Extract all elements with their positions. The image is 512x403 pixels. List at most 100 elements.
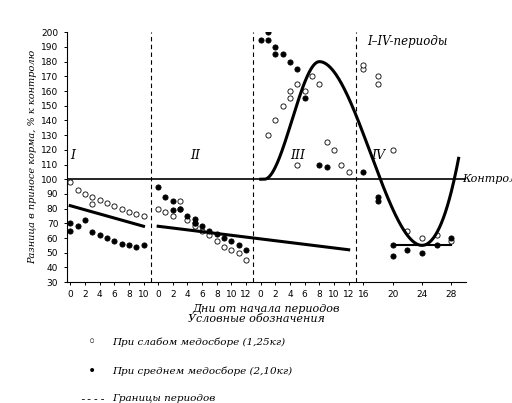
Text: IV: IV — [371, 149, 385, 162]
Point — [169, 213, 177, 219]
Point — [403, 247, 412, 253]
Point — [330, 147, 338, 153]
Point — [447, 235, 455, 241]
Point — [257, 36, 265, 43]
Point — [286, 88, 294, 94]
Point — [154, 206, 162, 212]
Point — [205, 232, 214, 238]
Point — [403, 227, 412, 234]
Point — [227, 238, 236, 244]
Point — [374, 73, 382, 79]
Point — [242, 257, 250, 263]
Point — [286, 58, 294, 65]
Point — [212, 238, 221, 244]
Point — [117, 206, 125, 212]
Point — [176, 206, 184, 212]
Point — [359, 168, 368, 175]
Point — [264, 132, 272, 138]
Point — [389, 242, 397, 249]
Point — [176, 206, 184, 212]
Point — [220, 243, 228, 250]
Point — [337, 161, 346, 168]
Point — [301, 95, 309, 102]
Point — [190, 216, 199, 222]
Point — [81, 217, 89, 224]
Point — [359, 61, 368, 68]
Point — [66, 220, 74, 226]
Text: •: • — [88, 364, 96, 378]
Point — [271, 117, 280, 124]
Text: III: III — [290, 149, 305, 162]
Point — [88, 201, 96, 208]
Point — [220, 235, 228, 241]
Point — [169, 207, 177, 213]
Text: ◦: ◦ — [88, 336, 96, 349]
Point — [73, 223, 81, 229]
Text: При слабом медосборе (1,25кг): При слабом медосборе (1,25кг) — [113, 338, 286, 347]
Point — [359, 66, 368, 72]
Y-axis label: Разница в приносе корма, % к контролю: Разница в приносе корма, % к контролю — [28, 50, 37, 264]
Point — [161, 208, 169, 215]
Point — [308, 73, 316, 79]
Point — [176, 198, 184, 204]
Text: I: I — [70, 149, 75, 162]
Point — [286, 95, 294, 102]
Text: При среднем медосборе (2,10кг): При среднем медосборе (2,10кг) — [113, 366, 293, 376]
Point — [264, 29, 272, 35]
Point — [190, 223, 199, 229]
Point — [125, 208, 133, 215]
Point — [139, 213, 147, 219]
Point — [279, 51, 287, 58]
Point — [183, 217, 191, 224]
Text: Границы периодов: Границы периодов — [113, 395, 216, 403]
Point — [293, 66, 302, 72]
Point — [132, 243, 140, 250]
Point — [279, 102, 287, 109]
Point — [132, 211, 140, 218]
Point — [389, 252, 397, 259]
Point — [447, 238, 455, 244]
Point — [66, 227, 74, 234]
Point — [66, 179, 74, 185]
Point — [374, 198, 382, 204]
Text: I–IV-периоды: I–IV-периоды — [367, 35, 447, 48]
Point — [234, 242, 243, 249]
Text: ----: ---- — [79, 394, 105, 403]
Point — [315, 81, 324, 87]
Point — [95, 197, 103, 203]
Point — [271, 51, 280, 58]
Point — [433, 232, 441, 238]
Point — [242, 247, 250, 253]
Point — [293, 161, 302, 168]
Point — [323, 139, 331, 146]
Text: II: II — [190, 149, 200, 162]
Point — [301, 88, 309, 94]
Point — [323, 164, 331, 171]
Point — [169, 198, 177, 204]
Point — [198, 223, 206, 229]
Text: Условные обозначения: Условные обозначения — [187, 314, 325, 324]
Point — [271, 44, 280, 50]
Point — [117, 241, 125, 247]
Point — [227, 247, 236, 253]
Point — [234, 249, 243, 256]
Point — [190, 220, 199, 226]
Point — [154, 183, 162, 190]
Point — [125, 242, 133, 249]
Point — [205, 227, 214, 234]
Point — [433, 242, 441, 249]
Point — [88, 193, 96, 200]
Point — [103, 199, 111, 206]
Point — [95, 232, 103, 238]
X-axis label: Дни от начала периодов: Дни от начала периодов — [193, 303, 340, 314]
Point — [183, 213, 191, 219]
Point — [374, 81, 382, 87]
Point — [345, 168, 353, 175]
Point — [88, 229, 96, 235]
Point — [110, 238, 118, 244]
Point — [389, 147, 397, 153]
Point — [212, 231, 221, 237]
Point — [418, 249, 426, 256]
Point — [161, 193, 169, 200]
Point — [315, 161, 324, 168]
